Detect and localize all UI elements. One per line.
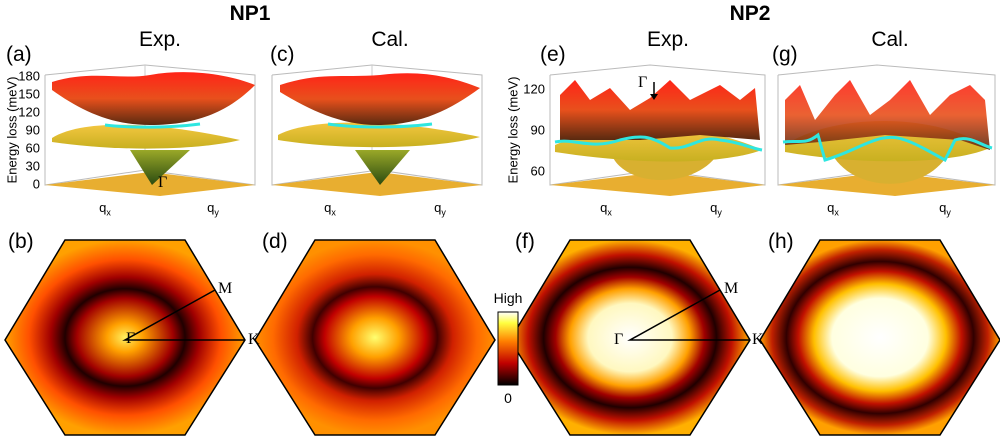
- qx-label: qx: [324, 200, 336, 218]
- y-tick: 120: [18, 104, 40, 120]
- gamma-label-a: Γ: [158, 174, 168, 191]
- k-label-b: K: [248, 331, 260, 348]
- y-tick: 150: [18, 86, 40, 102]
- panel-c-title: Cal.: [371, 28, 409, 51]
- group-title-np2: NP2: [729, 2, 771, 25]
- qy-label: qy: [434, 200, 446, 218]
- panel-label-c: (c): [270, 43, 295, 66]
- qx-label: qx: [99, 200, 111, 218]
- panel-g-title: Cal.: [871, 28, 909, 51]
- surface-plot-c: [271, 64, 483, 196]
- high-symmetry-lines: [122, 289, 750, 341]
- heatmap-h: [759, 239, 1000, 436]
- y-tick: 90: [530, 122, 545, 138]
- qy-label: qy: [207, 200, 219, 218]
- qy-label: qy: [939, 200, 951, 218]
- y-tick: 30: [25, 158, 40, 174]
- m-label-f: M: [724, 280, 739, 297]
- gamma-label-b: Γ: [126, 330, 136, 347]
- colorbar: [497, 311, 519, 386]
- y-axis-label-a: Energy loss (meV): [4, 76, 20, 184]
- y-axis-label-e: Energy loss (meV): [505, 76, 521, 184]
- panel-label-f: (f): [515, 230, 535, 253]
- k-label-f: K: [752, 331, 764, 348]
- panel-label-b: (b): [8, 230, 34, 253]
- y-tick: 180: [18, 68, 40, 84]
- y-tick: 90: [25, 122, 40, 138]
- panel-label-e: (e): [540, 43, 566, 66]
- surface-plot-e: [549, 64, 766, 196]
- surface-plot-a: [44, 64, 256, 196]
- y-tick: 0: [32, 176, 40, 192]
- m-label-b: M: [218, 280, 233, 297]
- gamma-label-f: Γ: [614, 331, 624, 348]
- heatmap-f: [509, 239, 751, 436]
- colorbar-low-label: 0: [504, 390, 512, 406]
- heatmap-d: [254, 239, 496, 436]
- qx-label: qx: [600, 200, 612, 218]
- panel-label-g: (g): [772, 43, 798, 66]
- colorbar-high-label: High: [493, 290, 523, 306]
- surface-plot-g: [777, 64, 996, 196]
- panel-label-h: (h): [768, 230, 794, 253]
- qx-label: qx: [827, 200, 839, 218]
- qy-label: qy: [710, 200, 722, 218]
- panel-a-title: Exp.: [138, 28, 182, 51]
- y-tick: 60: [25, 140, 40, 156]
- y-tick: 120: [523, 81, 545, 97]
- heatmap-b: [4, 239, 246, 436]
- panel-label-a: (a): [6, 43, 32, 66]
- group-title-np1: NP1: [229, 2, 271, 25]
- y-tick: 60: [530, 163, 545, 179]
- panel-e-title: Exp.: [646, 28, 690, 51]
- panel-label-d: (d): [262, 230, 288, 253]
- gamma-label-e: Γ: [638, 74, 648, 91]
